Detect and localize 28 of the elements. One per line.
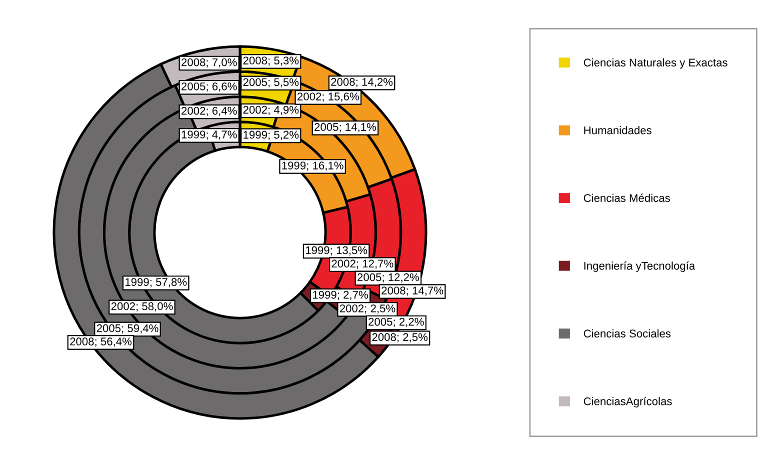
legend-label: Ingeniería yTecnología <box>584 261 696 272</box>
data-label: 2005; 5,5% <box>243 78 299 88</box>
legend-label: Ciencias Naturales y Exactas <box>584 58 728 69</box>
data-label: 2008; 56,4% <box>70 338 132 347</box>
data-label: 2002; 58,0% <box>111 302 173 312</box>
data-label: 1999; 13,5% <box>306 246 368 256</box>
data-label: 1999; 16,1% <box>282 162 344 171</box>
data-label: 2008; 7,0% <box>182 58 237 68</box>
legend-label: Humanidades <box>584 126 652 134</box>
data-label: 2002; 12,7% <box>332 260 394 269</box>
data-label: 2008; 14,7% <box>382 286 444 296</box>
data-label: 2005; 2,2% <box>368 318 424 328</box>
data-label: 1999; 4,7% <box>182 130 237 140</box>
data-label: 2005; 14,1% <box>314 123 376 132</box>
legend-label: Ciencias Médicas <box>584 194 670 202</box>
data-label: 2005; 6,6% <box>182 82 237 92</box>
data-label: 2008; 2,5% <box>372 333 428 342</box>
data-label: 2008; 14,2% <box>331 78 393 88</box>
data-label: 2002; 6,4% <box>182 106 237 116</box>
data-label: 1999; 5,2% <box>244 130 299 140</box>
data-label: 1999; 57,8% <box>126 278 187 288</box>
legend-label: Ciencias Sociales <box>584 329 671 338</box>
data-label: 2005; 59,4% <box>96 324 158 334</box>
data-label: 2008; 5,3% <box>243 56 299 66</box>
data-label: 2005; 12,2% <box>358 273 419 282</box>
data-label: 2002; 4,9% <box>243 106 299 116</box>
legend-label: CienciasAgrícolas <box>584 396 672 408</box>
data-label: 2002; 15,6% <box>298 92 359 102</box>
